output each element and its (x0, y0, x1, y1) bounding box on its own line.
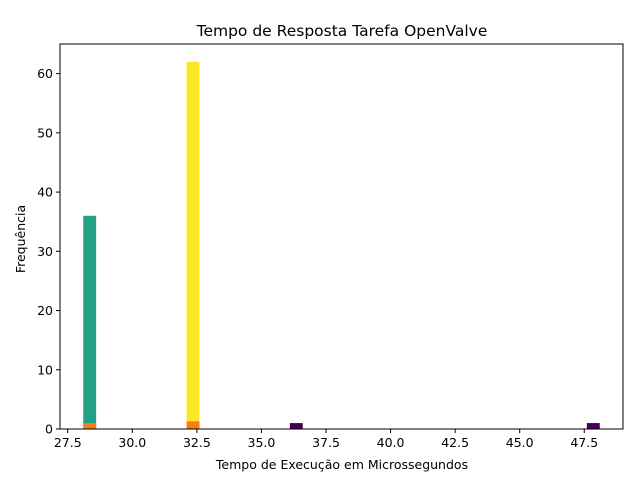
x-tick-label-4: 37.5 (312, 435, 340, 450)
x-tick-label-5: 40.0 (377, 435, 405, 450)
histogram-bar-0 (83, 215, 97, 429)
x-tick-label-3: 35.0 (248, 435, 276, 450)
x-axis-label: Tempo de Execução em Microssegundos (215, 457, 468, 472)
y-tick-label-2: 20 (37, 303, 53, 318)
chart-title: Tempo de Resposta Tarefa OpenValve (196, 22, 488, 40)
plot-frame (59, 43, 624, 430)
bars-group (83, 61, 600, 430)
y-axis-label: Frequência (13, 205, 28, 273)
y-tick-label-1: 10 (37, 362, 53, 377)
y-tick-label-5: 50 (37, 125, 53, 140)
y-tick-label-6: 60 (37, 66, 53, 81)
y-tick-label-0: 0 (45, 422, 53, 437)
y-axis-ticks: 0 10 20 30 40 50 60 (37, 66, 60, 437)
x-tick-label-7: 45.0 (506, 435, 534, 450)
histogram-bar-5 (586, 423, 600, 429)
x-tick-label-2: 32.5 (183, 435, 211, 450)
y-tick-label-4: 40 (37, 185, 53, 200)
x-tick-label-1: 30.0 (118, 435, 146, 450)
histogram-bar-2 (186, 61, 200, 430)
y-tick-label-3: 30 (37, 244, 53, 259)
histogram-bar-1 (83, 423, 97, 429)
histogram-bar-3 (186, 421, 200, 429)
x-tick-label-8: 47.5 (570, 435, 598, 450)
x-axis-ticks: 27.5 30.0 32.5 35.0 37.5 40.0 42.5 45.0 47.5 (54, 429, 598, 450)
x-tick-label-0: 27.5 (54, 435, 82, 450)
x-tick-label-6: 42.5 (441, 435, 469, 450)
histogram-bar-4 (289, 423, 303, 429)
